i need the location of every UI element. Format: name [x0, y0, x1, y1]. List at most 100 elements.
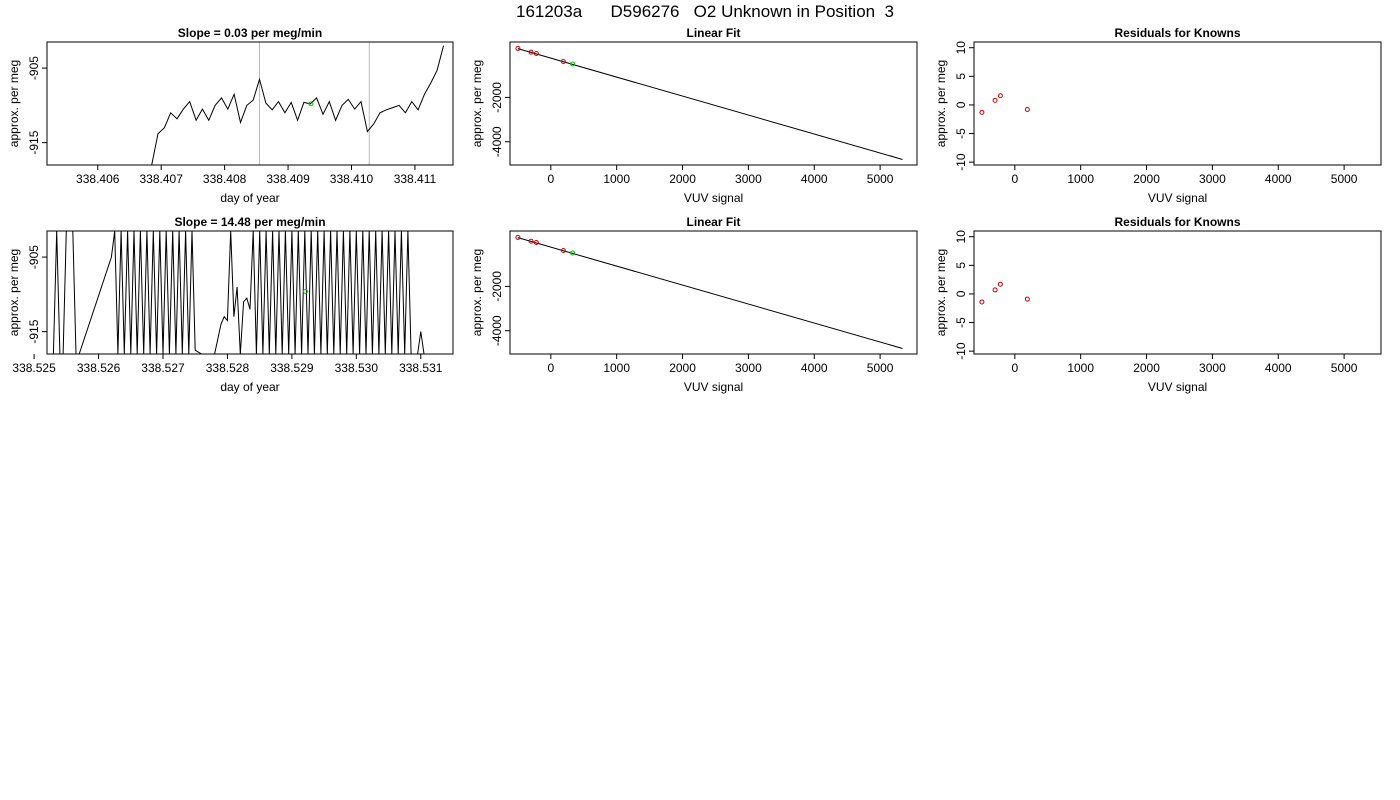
page-title: 161203a D596276 O2 Unknown in Position 3	[516, 2, 894, 21]
x-tick-label: 3000	[1199, 361, 1226, 375]
plot-area	[515, 45, 903, 160]
y-tick-label: 5	[954, 73, 968, 80]
plot-frame	[973, 230, 1382, 355]
x-axis-label: VUV signal	[684, 380, 743, 394]
residual-point	[1024, 107, 1030, 113]
x-axis-label: VUV signal	[1148, 191, 1207, 205]
y-tick-label: -4000	[490, 126, 504, 157]
chart-panel-lf1: Linear Fit 0 1000 2000 3000 4000 5000 -2000 -400…	[470, 26, 918, 205]
residual-point	[992, 97, 998, 103]
x-tick-label: 338.406	[76, 172, 120, 186]
x-tick-label: 3000	[735, 361, 762, 375]
residual-point	[979, 109, 985, 115]
y-tick-label: -2000	[490, 271, 504, 302]
known-point	[560, 248, 566, 254]
series-line	[151, 45, 444, 165]
y-tick-label: 5	[954, 262, 968, 269]
known-point	[533, 240, 539, 246]
residual-point	[997, 281, 1003, 287]
plot-frame	[46, 41, 454, 166]
x-axis-label: day of year	[220, 380, 279, 394]
plot-area	[151, 42, 444, 165]
x-tick-label: 5000	[867, 361, 894, 375]
known-point	[515, 45, 521, 51]
series-line	[52, 231, 425, 354]
x-tick-label: 5000	[1331, 172, 1358, 186]
x-tick-label: 4000	[801, 172, 828, 186]
x-axis-label: day of year	[220, 191, 279, 205]
plot-area	[52, 231, 425, 354]
y-tick-label: -5	[954, 128, 968, 139]
x-tick-label: 338.408	[203, 172, 247, 186]
plot-frame	[509, 230, 918, 355]
plot-area	[979, 93, 1030, 115]
x-tick-label: 5000	[1331, 361, 1358, 375]
x-tick-label: 0	[547, 361, 554, 375]
panel-title: Linear Fit	[686, 26, 740, 40]
chart-panel-ts2: Slope = 14.48 per meg/min 338.525 338.526 3…	[7, 215, 454, 394]
plot-frame	[509, 41, 918, 166]
x-tick-label: 1000	[603, 361, 630, 375]
residual-point	[1024, 296, 1030, 302]
unknown-point	[302, 288, 308, 294]
y-tick-label: -10	[954, 153, 968, 171]
y-tick-label: -10	[954, 342, 968, 360]
chart-panels: Slope = 0.03 per meg/min 338.406 338.407 33…	[7, 26, 1382, 394]
panel-title: Residuals for Knowns	[1114, 26, 1240, 40]
x-tick-label: 338.531	[399, 361, 443, 375]
x-tick-label: 0	[547, 172, 554, 186]
x-tick-label: 338.411	[394, 172, 437, 186]
y-tick-label: 0	[954, 290, 968, 297]
plot-frame	[973, 41, 1382, 166]
plot-area	[979, 281, 1030, 305]
x-tick-label: 2000	[1133, 172, 1160, 186]
chart-panel-rs1: Residuals for Knowns 0 1000 2000 3000 4000 500…	[934, 26, 1382, 205]
x-tick-label: 338.526	[77, 361, 121, 375]
residual-point	[997, 93, 1003, 99]
known-point	[528, 49, 534, 55]
residual-point	[992, 287, 998, 293]
y-axis-label: approx. per meg	[934, 249, 948, 336]
y-tick-label: 0	[954, 101, 968, 108]
y-tick-label: 10	[954, 230, 968, 244]
y-tick-label: -2000	[490, 82, 504, 113]
y-axis-label: approx. per meg	[7, 249, 21, 336]
plot-area	[515, 234, 903, 349]
y-tick-label: 10	[954, 41, 968, 55]
chart-panel-lf2: Linear Fit 0 1000 2000 3000 4000 5000 -2000 -400…	[470, 215, 918, 394]
chart-panel-rs2: Residuals for Knowns 0 1000 2000 3000 4000 500…	[934, 215, 1382, 394]
known-point	[528, 238, 534, 244]
x-tick-label: 2000	[669, 172, 696, 186]
y-axis-label: approx. per meg	[470, 60, 484, 147]
x-tick-label: 1000	[1067, 172, 1094, 186]
x-tick-label: 338.409	[266, 172, 310, 186]
x-tick-label: 5000	[867, 172, 894, 186]
unknown-point	[570, 250, 576, 256]
x-tick-label: 338.528	[206, 361, 250, 375]
y-tick-label: -4000	[490, 315, 504, 346]
x-tick-label: 0	[1011, 172, 1018, 186]
unknown-point	[570, 61, 576, 67]
known-point	[515, 234, 521, 240]
y-axis-label: approx. per meg	[934, 60, 948, 147]
y-axis-label: approx. per meg	[7, 60, 21, 147]
panel-title: Slope = 0.03 per meg/min	[178, 26, 322, 40]
x-axis-label: VUV signal	[1148, 380, 1207, 394]
y-tick-label: -915	[27, 319, 41, 343]
x-tick-label: 1000	[603, 172, 630, 186]
known-point	[560, 59, 566, 65]
x-tick-label: 3000	[735, 172, 762, 186]
x-tick-label: 1000	[1067, 361, 1094, 375]
panel-title: Residuals for Knowns	[1114, 215, 1240, 229]
x-tick-label: 338.525	[12, 361, 56, 375]
x-axis-label: VUV signal	[684, 191, 743, 205]
residual-point	[979, 299, 985, 305]
x-tick-label: 2000	[1133, 361, 1160, 375]
x-tick-label: 0	[1011, 361, 1018, 375]
y-tick-label: -915	[27, 130, 41, 154]
fit-line	[517, 237, 903, 349]
chart-panel-ts1: Slope = 0.03 per meg/min 338.406 338.407 33…	[7, 26, 454, 205]
x-tick-label: 3000	[1199, 172, 1226, 186]
known-point	[533, 51, 539, 57]
panel-title: Linear Fit	[686, 215, 740, 229]
